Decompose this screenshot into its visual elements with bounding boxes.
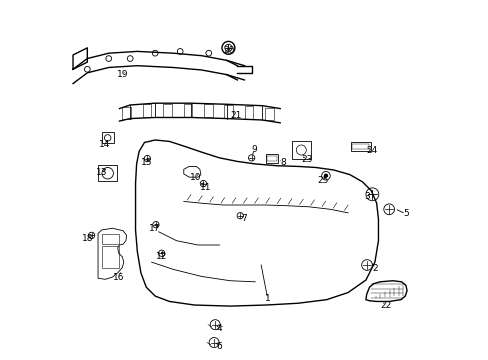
Circle shape (88, 232, 95, 239)
Text: 8: 8 (280, 158, 285, 167)
Text: 6: 6 (216, 342, 222, 351)
Circle shape (248, 155, 254, 161)
Circle shape (210, 320, 220, 330)
Circle shape (158, 250, 164, 256)
Text: 5: 5 (402, 210, 408, 219)
Bar (352, 144, 368, 149)
Bar (98, 165, 116, 181)
Circle shape (200, 180, 206, 187)
Bar (102, 132, 114, 143)
Text: 15: 15 (140, 158, 152, 167)
Circle shape (237, 212, 243, 219)
Bar (291, 141, 311, 158)
Text: 16: 16 (113, 273, 124, 282)
Text: 25: 25 (317, 176, 328, 185)
Text: 7: 7 (241, 214, 247, 223)
Text: 12: 12 (156, 252, 167, 261)
Circle shape (152, 221, 159, 228)
Text: 21: 21 (229, 111, 241, 120)
Text: 11: 11 (199, 183, 210, 192)
Bar (267, 156, 277, 161)
Text: 19: 19 (116, 70, 128, 79)
Text: 13: 13 (96, 168, 107, 177)
Text: 9: 9 (251, 145, 257, 154)
Circle shape (104, 135, 111, 141)
Bar (102, 234, 119, 244)
Circle shape (383, 204, 394, 215)
Text: 23: 23 (301, 155, 312, 164)
Text: 20: 20 (224, 46, 235, 55)
Text: 24: 24 (366, 146, 377, 155)
Text: 18: 18 (82, 234, 94, 243)
Text: 3: 3 (363, 192, 369, 201)
Bar (350, 142, 370, 151)
Text: 2: 2 (372, 264, 378, 273)
Circle shape (361, 260, 372, 270)
Bar (102, 246, 119, 267)
Circle shape (323, 174, 327, 178)
Text: 22: 22 (379, 301, 390, 310)
Bar (265, 154, 278, 163)
Text: 14: 14 (99, 140, 110, 149)
Circle shape (144, 156, 150, 162)
Text: 1: 1 (264, 294, 270, 303)
Text: 10: 10 (189, 173, 201, 182)
Text: 4: 4 (216, 324, 222, 333)
Text: 17: 17 (149, 224, 161, 233)
Circle shape (209, 338, 219, 347)
